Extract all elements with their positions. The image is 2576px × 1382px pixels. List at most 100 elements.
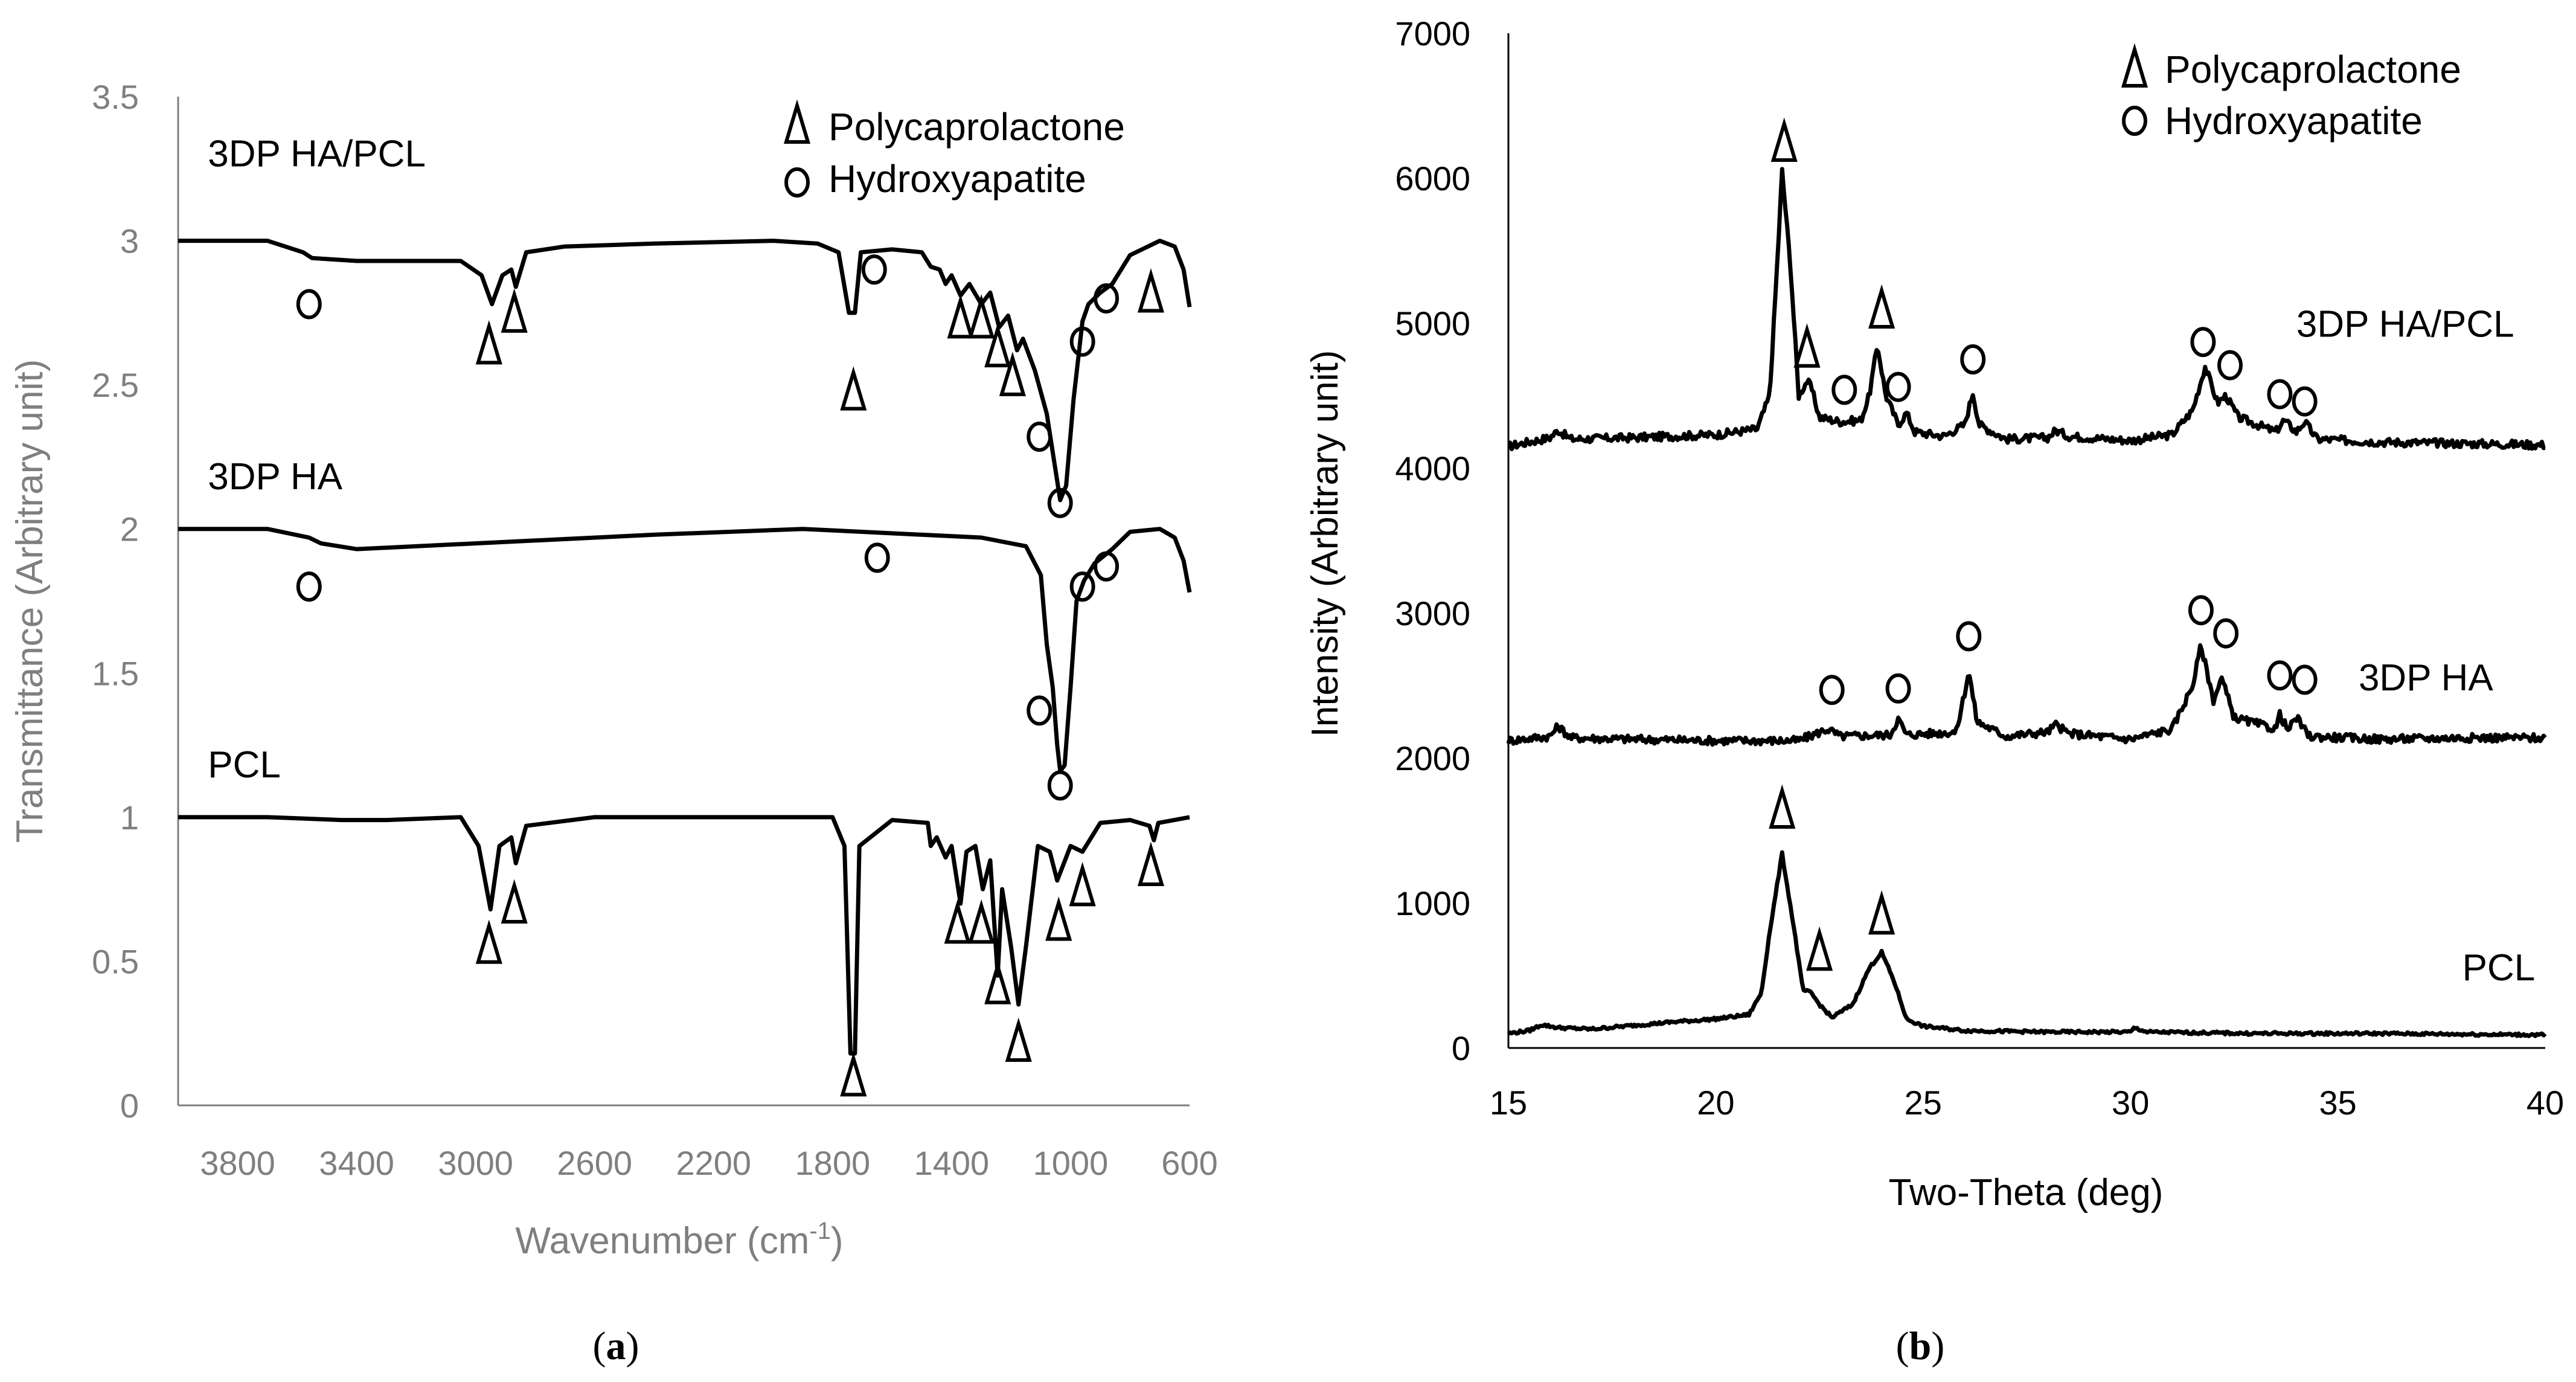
panel-a-circle-marker-19	[1094, 551, 1120, 582]
panel-b-chart: 0 1000 2000 3000 4000 5000 6000 7000 15 20 25 30 35…	[1304, 14, 2564, 1368]
panel-b-circle-marker-5	[1960, 344, 1986, 374]
panel-a-y-tick-3: 1.5	[92, 654, 139, 692]
panel-a-circle-marker-15	[864, 542, 890, 573]
panel-a-y-tick-5: 2.5	[92, 366, 139, 404]
panel-b-y-tick-labels: 0 1000 2000 3000 4000 5000 6000 7000	[1395, 14, 1470, 1067]
panel-b-x-tick-2: 25	[1905, 1084, 1942, 1122]
legend-b-circle-icon	[2122, 106, 2147, 136]
panel-a-triangle-marker-3	[840, 366, 867, 411]
panel-b-series-0-label: 3DP HA/PCL	[2296, 303, 2514, 345]
panel-b-circle-marker-4	[1885, 371, 1911, 402]
panel-b-x-tick-4: 35	[2319, 1084, 2356, 1122]
panel-a-circle-marker-17	[1047, 770, 1073, 801]
legend-a-label-1: Polycaprolactone	[828, 105, 1125, 149]
panel-a-triangle-marker-26	[1005, 1017, 1032, 1062]
panel-a-caption-close: )	[626, 1324, 639, 1368]
panel-a-x-tick-5: 1800	[795, 1144, 871, 1182]
panel-b-legend: Polycaprolactone Hydroxyapatite	[2121, 43, 2461, 143]
panel-a-y-tick-labels: 0 0.5 1 1.5 2 2.5 3 3.5	[92, 78, 139, 1125]
panel-b-y-tick-2: 2000	[1395, 739, 1470, 777]
panel-b-x-tick-3: 30	[2112, 1084, 2149, 1122]
panel-a-y-axis-label: Transmittance (Arbitrary unit)	[9, 359, 51, 843]
panel-b-circle-marker-9	[2292, 386, 2318, 417]
panel-a-triangle-marker-1	[475, 320, 502, 365]
panel-a-series-1-line	[178, 527, 1192, 773]
panel-a-legend: Polycaprolactone Hydroxyapatite	[783, 99, 1125, 201]
panel-a-circle-marker-12	[1094, 283, 1120, 313]
panel-a-x-axis-label-sup: -1	[809, 1218, 831, 1244]
panel-b-series-1-label: 3DP HA	[2359, 657, 2493, 699]
panel-b-y-tick-1: 1000	[1395, 884, 1470, 922]
panel-b-circle-marker-7	[2217, 350, 2243, 381]
panel-a-x-tick-labels: 3800 3400 3000 2600 2200 1800 1400 1000 600	[200, 1144, 1217, 1182]
panel-a-series-0-label: 3DP HA/PCL	[208, 133, 426, 175]
panel-a-triangle-marker-23	[944, 899, 971, 944]
panel-a-triangle-marker-13	[1137, 268, 1164, 313]
panel-b-x-tick-labels: 15 20 25 30 35 40	[1490, 1084, 2564, 1122]
panel-b-y-tick-4: 4000	[1395, 449, 1470, 487]
legend-b-triangle-icon	[2121, 43, 2148, 88]
panel-b-series-2-line	[1507, 850, 2547, 1038]
panel-b-circle-marker-12	[1956, 621, 1982, 652]
panel-b-circle-marker-8	[2267, 379, 2293, 410]
panel-a-circle-marker-4	[861, 254, 887, 285]
panel-a-circle-marker-14	[296, 571, 322, 602]
panel-b-caption-letter: b	[1909, 1324, 1932, 1368]
panel-a-caption: (a)	[593, 1324, 639, 1368]
panel-a-axes	[177, 97, 1190, 1107]
panel-a-circle-marker-10	[1047, 487, 1073, 518]
legend-a-triangle-icon	[783, 99, 811, 144]
panel-b-y-tick-7: 7000	[1395, 14, 1470, 53]
panel-b-x-tick-5: 40	[2526, 1084, 2564, 1122]
panel-a-circle-marker-16	[1027, 695, 1053, 726]
panel-a-triangle-marker-7	[984, 323, 1011, 368]
panel-a-triangle-marker-20	[475, 919, 502, 964]
panel-b-circle-marker-14	[2213, 618, 2239, 649]
panel-b-caption: (b)	[1896, 1324, 1945, 1368]
panel-a-triangle-marker-27	[1045, 896, 1072, 941]
panel-b-series-0-line	[1507, 167, 2546, 452]
panel-a-y-tick-0: 0	[120, 1087, 139, 1125]
panel-b-x-tick-1: 20	[1697, 1084, 1734, 1122]
panel-a-series-1-label: 3DP HA	[208, 456, 342, 498]
panel-a-chart: 0 0.5 1 1.5 2 2.5 3 3.5 3800 3400 3000 2600 2200 180…	[9, 78, 1218, 1368]
legend-a-label-2: Hydroxyapatite	[828, 157, 1086, 201]
panel-b-circle-marker-3	[1831, 374, 1857, 405]
panel-a-markers	[296, 254, 1164, 1097]
panel-b-triangle-marker-19	[1868, 890, 1895, 935]
panel-a-triangle-marker-28	[1069, 861, 1096, 907]
panel-a-series-labels: 3DP HA/PCL 3DP HA PCL	[208, 133, 426, 786]
panel-b-curves	[1506, 167, 2547, 1038]
panel-a-x-tick-4: 2200	[676, 1144, 751, 1182]
panel-a-series-2-label: PCL	[208, 744, 281, 786]
panel-b-triangle-marker-1	[1793, 323, 1821, 368]
panel-a-circle-marker-9	[1027, 422, 1053, 452]
panel-a-triangle-marker-24	[968, 899, 995, 944]
panel-a-triangle-marker-22	[840, 1052, 867, 1097]
panel-b-x-tick-0: 15	[1490, 1084, 1527, 1122]
panel-a-caption-open: (	[593, 1324, 606, 1368]
panel-a-y-tick-6: 3	[120, 222, 139, 260]
panel-a-y-tick-1: 0.5	[92, 942, 139, 980]
panel-a-x-axis-label-suffix: )	[831, 1220, 844, 1262]
panel-b-triangle-marker-17	[1769, 784, 1796, 829]
panel-a-circle-marker-18	[1069, 571, 1095, 602]
panel-a-x-axis-label-main: Wavenumber (cm	[515, 1220, 809, 1262]
panel-b-triangle-marker-18	[1806, 926, 1833, 971]
panel-a-triangle-marker-8	[999, 352, 1026, 396]
legend-a-circle-icon	[784, 167, 810, 198]
panel-b-triangle-marker-2	[1868, 284, 1895, 329]
panel-b-axes	[1507, 33, 2545, 1049]
panel-b-circle-marker-13	[2188, 595, 2214, 626]
panel-b-circle-marker-10	[1819, 675, 1845, 705]
panel-b-circle-marker-11	[1885, 673, 1911, 704]
panel-a-circle-marker-0	[296, 289, 322, 320]
panel-b-y-tick-0: 0	[1452, 1029, 1470, 1067]
panel-a-x-tick-8: 600	[1161, 1144, 1217, 1182]
panel-b-series-labels: 3DP HA/PCL 3DP HA PCL	[2296, 303, 2535, 989]
panel-a-x-axis-label: Wavenumber (cm-1)	[515, 1218, 843, 1262]
panel-a-y-tick-7: 3.5	[92, 78, 139, 116]
panel-a-triangle-marker-25	[984, 960, 1011, 1004]
panel-a-x-tick-3: 2600	[557, 1144, 632, 1182]
